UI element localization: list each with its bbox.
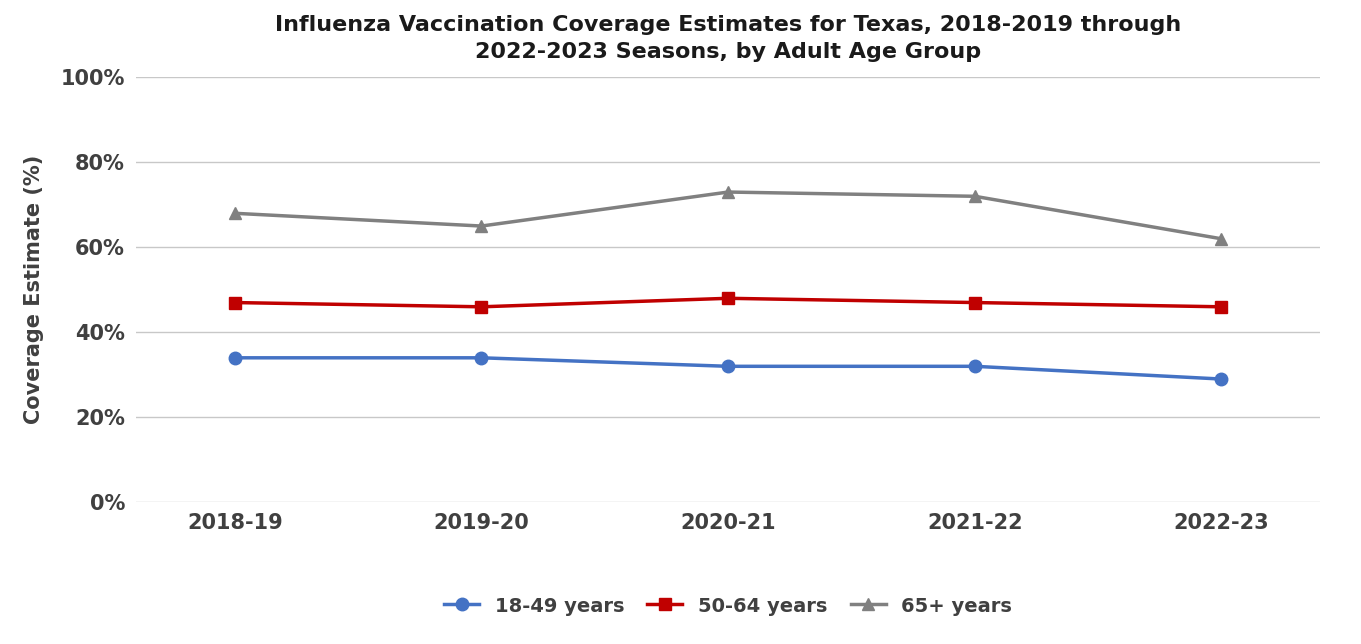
50-64 years bbox=[720, 294, 736, 302]
65+ years bbox=[226, 209, 242, 217]
Legend: 18-49 years, 50-64 years, 65+ years: 18-49 years, 50-64 years, 65+ years bbox=[437, 589, 1019, 623]
18-49 years bbox=[474, 354, 490, 362]
50-64 years bbox=[474, 303, 490, 310]
50-64 years bbox=[1213, 303, 1229, 310]
65+ years bbox=[966, 193, 983, 200]
65+ years bbox=[1213, 235, 1229, 243]
18-49 years bbox=[226, 354, 242, 362]
65+ years bbox=[474, 222, 490, 230]
Line: 18-49 years: 18-49 years bbox=[229, 352, 1228, 385]
18-49 years bbox=[1213, 375, 1229, 383]
Line: 65+ years: 65+ years bbox=[229, 185, 1228, 245]
Line: 50-64 years: 50-64 years bbox=[229, 292, 1228, 313]
18-49 years bbox=[720, 363, 736, 370]
Title: Influenza Vaccination Coverage Estimates for Texas, 2018-2019 through
2022-2023 : Influenza Vaccination Coverage Estimates… bbox=[275, 15, 1181, 62]
50-64 years bbox=[226, 299, 242, 307]
Y-axis label: Coverage Estimate (%): Coverage Estimate (%) bbox=[24, 155, 44, 424]
65+ years bbox=[720, 188, 736, 196]
18-49 years bbox=[966, 363, 983, 370]
50-64 years bbox=[966, 299, 983, 307]
